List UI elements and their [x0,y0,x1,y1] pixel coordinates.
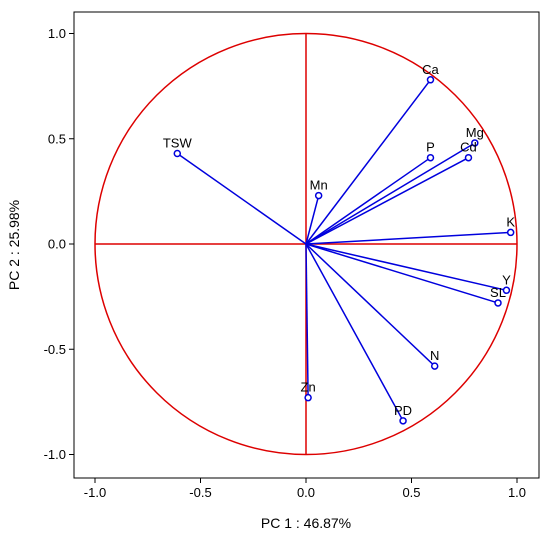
point-sl [494,299,502,307]
label-sl: SL [490,285,506,300]
vector-sl [305,243,499,304]
point-cd [464,153,473,162]
axis-ticks: -1.0 -0.5 0.0 0.5 1.0 1.0 0.5 0.0 -0.5 -1.0 [44,26,526,500]
point-pd [399,417,407,425]
label-n: N [430,348,439,363]
label-cd: Cd [460,140,477,155]
x-tick-label: 0.5 [402,485,420,500]
x-axis-title: PC 1 : 46.87% [261,515,351,531]
point-ca [426,76,435,84]
label-k: K [506,214,515,229]
label-y: Y [502,272,511,287]
point-p [426,153,435,162]
vector-mg [305,142,476,245]
x-tick-label: -0.5 [189,485,211,500]
vector-zn [305,243,309,398]
x-tick-label: -1.0 [84,485,106,500]
label-p: P [426,140,435,155]
y-tick-label: -1.0 [44,447,66,462]
vector-n [305,243,436,367]
loading-vectors [173,76,515,425]
vector-p [305,157,431,245]
y-tick-label: 1.0 [48,26,66,41]
variable-labels: Ca Mg P Cd TSW Mn K YSL N Zn PD [163,62,515,418]
label-mg: Mg [466,125,484,140]
point-y [502,286,511,295]
label-zn: Zn [301,380,316,395]
point-zn [304,393,312,402]
y-tick-label: -0.5 [44,342,66,357]
vector-y [305,243,507,292]
x-tick-label: 1.0 [508,485,526,500]
vector-cd [305,157,469,245]
vector-mn [305,195,320,245]
label-pd: PD [394,403,412,418]
y-tick-label: 0.0 [48,237,66,252]
label-tsw: TSW [163,135,193,150]
y-axis-title: PC 2 : 25.98% [6,200,22,290]
vector-tsw [176,152,307,245]
point-n [430,362,439,370]
point-k [506,228,515,237]
vector-k [305,231,511,245]
label-mn: Mn [310,178,328,193]
vector-ca [305,79,432,245]
vector-pd [305,243,404,422]
point-mg [471,139,479,147]
x-tick-label: 0.0 [297,485,315,500]
point-mn [314,191,323,200]
y-tick-label: 0.5 [48,131,66,146]
point-tsw [173,149,182,158]
label-ca: Ca [422,62,439,77]
